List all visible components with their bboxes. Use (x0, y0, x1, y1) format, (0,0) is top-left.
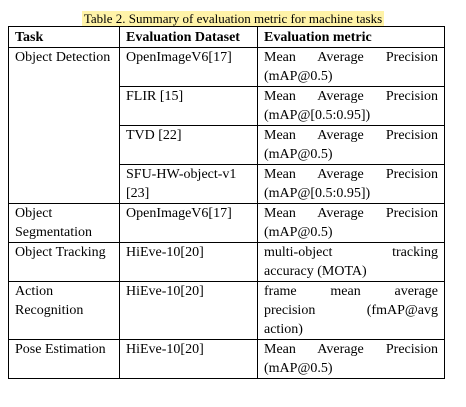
header-metric: Evaluation metric (257, 26, 445, 48)
metric-line: (mAP@0.5) (264, 147, 333, 162)
metric-line: multi-object tracking (264, 245, 438, 260)
metric-cell: Mean Average Precision (mAP@0.5) (257, 125, 445, 165)
dataset-cell: SFU-HW-object-v1 [23] (119, 164, 258, 204)
metric-cell: frame mean average precision (fmAP@avg a… (257, 281, 445, 340)
metric-line: frame mean average (264, 284, 438, 299)
metric-line: precision (fmAP@avg (264, 303, 438, 318)
table-row: SFU-HW-object-v1 [23] Mean Average Preci… (9, 164, 445, 204)
metric-line: Mean Average Precision (264, 128, 438, 143)
dataset-cell: FLIR [15] (119, 86, 258, 126)
metric-line: Mean Average Precision (264, 50, 438, 65)
metric-cell: multi-object tracking accuracy (MOTA) (257, 242, 445, 282)
metric-line: (mAP@[0.5:0.95]) (264, 186, 371, 201)
metric-cell: Mean Average Precision (mAP@0.5) (257, 203, 445, 243)
metric-cell: Mean Average Precision (mAP@0.5) (257, 47, 445, 87)
metric-line: (mAP@0.5) (264, 361, 333, 376)
table-row: TVD [22] Mean Average Precision (mAP@0.5… (9, 125, 445, 165)
dataset-cell: HiEve-10[20] (119, 281, 258, 340)
task-cell: Object Tracking (8, 242, 120, 282)
task-cell: Object Detection (8, 47, 120, 204)
metric-line: Mean Average Precision (264, 89, 438, 104)
metric-cell: Mean Average Precision (mAP@[0.5:0.95]) (257, 164, 445, 204)
metric-line: Mean Average Precision (264, 206, 438, 221)
table-row: Action Recognition HiEve-10[20] frame me… (8, 281, 445, 340)
metric-line: Mean Average Precision (264, 342, 438, 357)
dataset-cell: HiEve-10[20] (119, 242, 258, 282)
dataset-cell: OpenImageV6[17] (119, 203, 258, 243)
table-row: Object Tracking HiEve-10[20] multi-objec… (8, 242, 445, 282)
metric-line: (mAP@0.5) (264, 225, 333, 240)
metric-cell: Mean Average Precision (mAP@[0.5:0.95]) (257, 86, 445, 126)
header-row: Task Evaluation Dataset Evaluation metri… (8, 26, 445, 48)
header-task: Task (8, 26, 120, 48)
dataset-cell: OpenImageV6[17] (119, 47, 258, 87)
metric-line: action) (264, 322, 303, 337)
task-cell: Pose Estimation (8, 339, 120, 379)
metric-cell: Mean Average Precision (mAP@0.5) (257, 339, 445, 379)
table-row: FLIR [15] Mean Average Precision (mAP@[0… (9, 86, 445, 126)
metric-line: Mean Average Precision (264, 167, 438, 182)
evaluation-metrics-table: Task Evaluation Dataset Evaluation metri… (8, 26, 445, 379)
table-caption: Table 2. Summary of evaluation metric fo… (81, 11, 385, 26)
task-cell: Object Segmentation (8, 203, 120, 243)
table-row: Object Segmentation OpenImageV6[17] Mean… (8, 203, 445, 243)
metric-line: (mAP@[0.5:0.95]) (264, 108, 371, 123)
header-dataset: Evaluation Dataset (119, 26, 258, 48)
table-row: Object Detection OpenImageV6[17] Mean Av… (8, 47, 445, 204)
metric-line: accuracy (MOTA) (264, 264, 367, 279)
dataset-cell: TVD [22] (119, 125, 258, 165)
metric-line: (mAP@0.5) (264, 69, 333, 84)
table-row: Pose Estimation HiEve-10[20] Mean Averag… (8, 339, 445, 379)
task-cell: Action Recognition (8, 281, 120, 340)
dataset-cell: HiEve-10[20] (119, 339, 258, 379)
